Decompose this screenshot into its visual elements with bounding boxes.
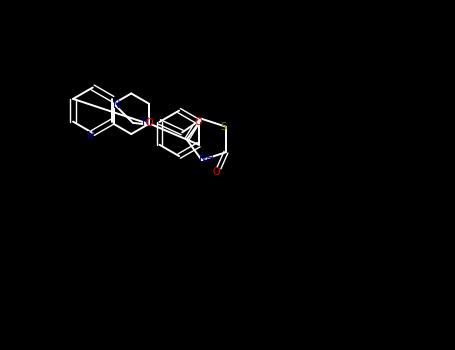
Text: O: O [212, 167, 220, 177]
Text: N: N [142, 117, 150, 127]
Text: NH: NH [199, 154, 214, 164]
Text: O: O [146, 118, 153, 128]
Text: S: S [220, 122, 226, 132]
Text: O: O [194, 117, 202, 127]
Text: N: N [87, 131, 95, 141]
Text: N: N [113, 100, 120, 110]
